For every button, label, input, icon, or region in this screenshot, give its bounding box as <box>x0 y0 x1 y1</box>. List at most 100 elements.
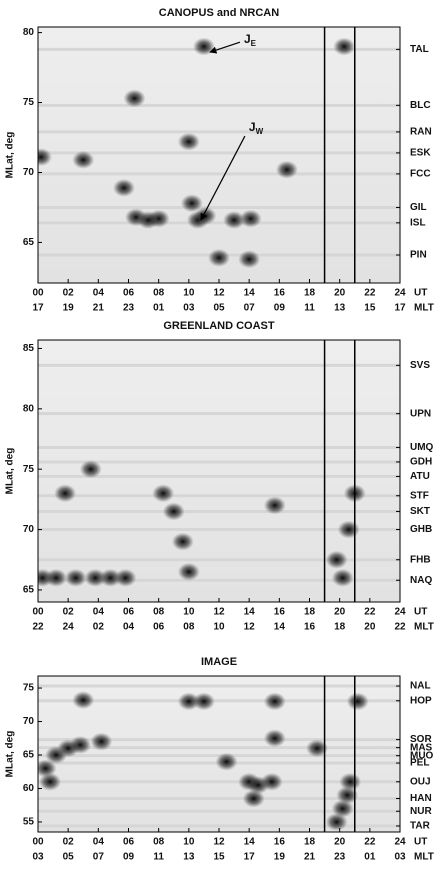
intensity-spot <box>192 692 215 711</box>
intensity-spot <box>339 772 362 791</box>
station-label: ESK <box>410 148 431 159</box>
x-tick-label: 24 <box>394 837 406 848</box>
x-tick-label: 14 <box>244 607 256 618</box>
y-tick-label: 70 <box>23 524 35 535</box>
intensity-spot <box>38 759 57 778</box>
x-tick-label: 16 <box>274 837 286 848</box>
intensity-spot <box>325 812 348 831</box>
x-tick-label: 22 <box>364 607 376 618</box>
mlt-label: 15 <box>364 303 376 314</box>
intensity-spot <box>152 484 175 503</box>
intensity-spot <box>336 786 359 805</box>
station-label: NAL <box>410 681 431 692</box>
intensity-spot <box>242 789 265 808</box>
mlt-label: 04 <box>123 622 135 633</box>
mlt-label: 13 <box>183 852 195 863</box>
x-tick-label: 12 <box>213 607 225 618</box>
station-label: NAQ <box>410 575 432 586</box>
intensity-spot <box>38 148 53 167</box>
x-tick-label: 00 <box>32 607 44 618</box>
panel: CANOPUS and NRCAN 65 70 75 80 TAL BLC RAN ESK FCC… <box>5 7 434 314</box>
intensity-spot <box>346 692 369 711</box>
y-tick-label: 60 <box>23 783 35 794</box>
y-tick-label: 65 <box>23 750 35 761</box>
intensity-spot <box>171 532 194 551</box>
station-label: PEL <box>410 758 429 769</box>
x-tick-label: 12 <box>213 837 225 848</box>
annotation-arrow <box>200 135 246 221</box>
panel-title: CANOPUS and NRCAN <box>159 7 279 19</box>
x-tick-label: 22 <box>364 837 376 848</box>
y-tick-label: 85 <box>23 343 35 354</box>
x-tick-label: 24 <box>394 288 406 299</box>
x-tick-label: 12 <box>213 288 225 299</box>
x2-unit-label: MLT <box>414 303 434 314</box>
mlt-label: 23 <box>334 852 346 863</box>
y-axis-label: MLat, deg <box>5 731 16 778</box>
station-label: STF <box>410 490 429 501</box>
x-tick-label: 02 <box>63 607 75 618</box>
intensity-spot <box>194 206 217 225</box>
x-tick-label: 18 <box>304 288 316 299</box>
station-label: SKT <box>410 506 430 517</box>
station-label: TAL <box>410 44 429 55</box>
station-label: RAN <box>410 127 432 138</box>
mlt-label: 09 <box>274 303 286 314</box>
mlt-label: 05 <box>213 303 225 314</box>
annotation: JW <box>249 120 264 136</box>
mlt-label: 01 <box>364 852 376 863</box>
x-tick-label: 02 <box>63 288 75 299</box>
mlt-label: 23 <box>123 303 135 314</box>
station-label: OUJ <box>410 776 431 787</box>
station-label: UMQ <box>410 442 434 453</box>
mlt-label: 15 <box>213 852 225 863</box>
y-tick-label: 65 <box>23 585 35 596</box>
intensity-spot <box>45 568 68 587</box>
station-label: FCC <box>410 169 431 180</box>
x-tick-label: 16 <box>274 607 286 618</box>
x-tick-label: 16 <box>274 288 286 299</box>
intensity-spot <box>306 739 329 758</box>
mlt-label: 07 <box>93 852 105 863</box>
mlt-label: 17 <box>32 303 44 314</box>
y-tick-label: 75 <box>23 464 35 475</box>
annotation-text: J <box>244 32 251 46</box>
mlt-label: 01 <box>153 303 165 314</box>
intensity-spot <box>123 89 146 108</box>
y-tick-label: 80 <box>23 403 35 414</box>
y-tick-label: 75 <box>23 97 35 108</box>
intensity-spot <box>69 735 92 754</box>
y-tick-label: 80 <box>23 27 35 38</box>
mlt-label: 03 <box>183 303 195 314</box>
station-label: SOR <box>410 734 432 745</box>
panel-title: IMAGE <box>201 656 237 668</box>
x-tick-label: 24 <box>394 607 406 618</box>
x-tick-label: 06 <box>123 288 135 299</box>
intensity-spot <box>223 211 246 230</box>
station-label: BLC <box>410 100 431 111</box>
intensity-spot <box>72 150 95 169</box>
mlt-label: 20 <box>364 622 376 633</box>
intensity-spot <box>79 460 102 479</box>
plot-background <box>38 27 400 283</box>
x-tick-label: 14 <box>244 837 256 848</box>
station-label: GHB <box>410 524 432 535</box>
blobs <box>38 691 369 831</box>
station-label: GDH <box>410 457 432 468</box>
y-tick-label: 55 <box>23 817 35 828</box>
mlt-label: 21 <box>93 303 105 314</box>
x-tick-label: 10 <box>183 288 195 299</box>
station-label: FHB <box>410 554 431 565</box>
station-label: TAR <box>410 821 431 832</box>
mlt-label: 11 <box>153 852 164 863</box>
intensity-spot <box>260 772 283 791</box>
intensity-spot <box>99 568 122 587</box>
mlt-label: 19 <box>274 852 286 863</box>
intensity-spot <box>114 568 137 587</box>
x-tick-label: 14 <box>244 288 256 299</box>
x-tick-label: 06 <box>123 607 135 618</box>
x-tick-label: 02 <box>63 837 75 848</box>
x-tick-label: 10 <box>183 607 195 618</box>
annotation-text: J <box>249 120 256 134</box>
mlt-label: 22 <box>394 622 406 633</box>
